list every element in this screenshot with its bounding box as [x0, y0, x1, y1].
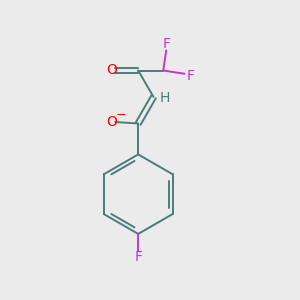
Text: F: F — [162, 37, 170, 51]
Text: F: F — [134, 250, 142, 265]
Text: O: O — [106, 115, 117, 129]
Text: O: O — [106, 64, 117, 77]
Text: F: F — [186, 68, 194, 83]
Text: H: H — [160, 92, 170, 106]
Text: −: − — [116, 109, 126, 122]
